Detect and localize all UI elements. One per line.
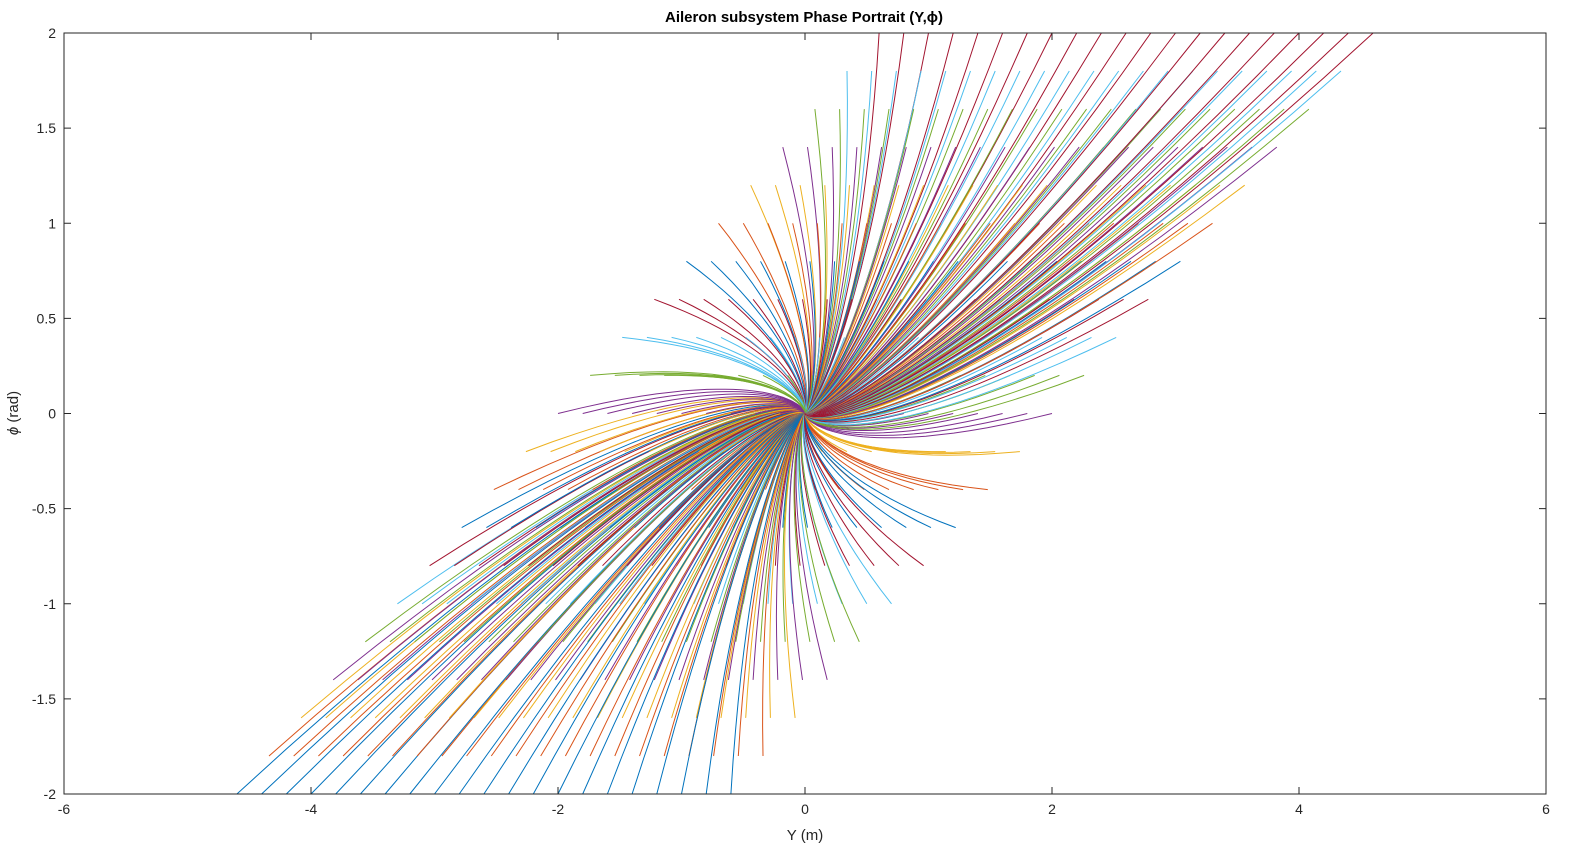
y-axis-symbol: ϕ bbox=[5, 427, 22, 435]
x-tick-label: 2 bbox=[1048, 801, 1056, 817]
y-tick-label: 1.5 bbox=[37, 120, 57, 136]
y-tick-label: -2 bbox=[44, 786, 57, 802]
y-axis-unit: (rad) bbox=[5, 391, 22, 427]
x-tick-label: 6 bbox=[1542, 801, 1550, 817]
plot-area: -6 -4 -2 0 2 4 6 -2 -1.5 -1 -0.5 0 0.5 1 1.5 2 bbox=[32, 25, 1550, 817]
y-tick-label: -1 bbox=[44, 596, 57, 612]
trajectories bbox=[236, 32, 1374, 795]
x-ticks: -6 -4 -2 0 2 4 6 bbox=[58, 33, 1550, 817]
y-axis-label: ϕ (rad) bbox=[5, 391, 22, 435]
y-tick-label: 2 bbox=[48, 25, 56, 41]
trajectory-line bbox=[804, 32, 1374, 418]
y-tick-label: 0 bbox=[48, 406, 56, 422]
y-ticks: -2 -1.5 -1 -0.5 0 0.5 1 1.5 2 bbox=[32, 25, 1546, 802]
y-tick-label: -1.5 bbox=[32, 691, 56, 707]
chart-title: Aileron subsystem Phase Portrait (Y,ϕ) bbox=[665, 9, 943, 26]
x-tick-label: -6 bbox=[58, 801, 71, 817]
y-tick-label: 0.5 bbox=[37, 310, 57, 326]
x-axis-label: Y (m) bbox=[787, 827, 823, 844]
x-tick-label: 4 bbox=[1295, 801, 1303, 817]
y-tick-label: 1 bbox=[48, 215, 56, 231]
y-tick-label: -0.5 bbox=[32, 501, 56, 517]
x-tick-label: -4 bbox=[305, 801, 318, 817]
x-tick-label: -2 bbox=[552, 801, 565, 817]
x-tick-label: 0 bbox=[801, 801, 809, 817]
